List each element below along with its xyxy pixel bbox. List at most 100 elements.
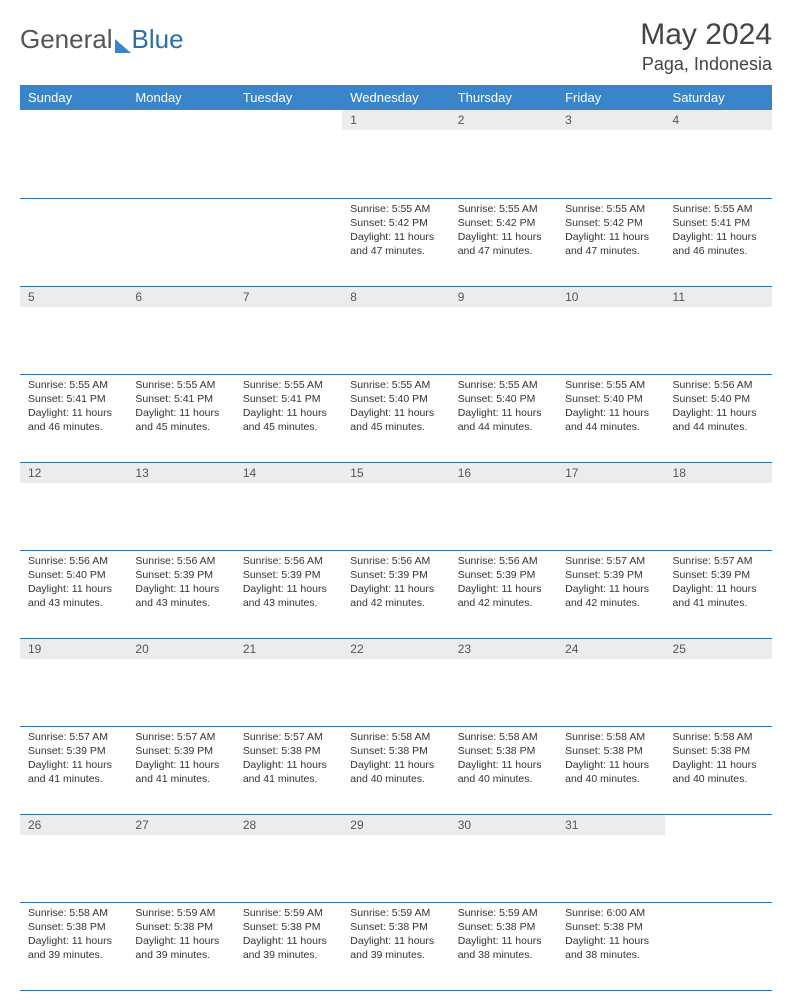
day-number: 11 <box>665 287 772 307</box>
cell-body: Sunrise: 5:57 AMSunset: 5:38 PMDaylight:… <box>235 727 342 793</box>
calendar-cell: Sunrise: 5:56 AMSunset: 5:39 PMDaylight:… <box>450 550 557 638</box>
day-number: 9 <box>450 287 557 307</box>
day-number: 24 <box>557 639 664 659</box>
brand-logo: GeneralBlue <box>20 18 184 55</box>
calendar-cell: Sunrise: 5:55 AMSunset: 5:41 PMDaylight:… <box>127 374 234 462</box>
month-title: May 2024 <box>640 18 772 52</box>
cell-body: Sunrise: 5:55 AMSunset: 5:41 PMDaylight:… <box>235 375 342 441</box>
day-number: 5 <box>20 287 127 307</box>
calendar-cell: Sunrise: 5:57 AMSunset: 5:39 PMDaylight:… <box>127 726 234 814</box>
cell-body: Sunrise: 6:00 AMSunset: 5:38 PMDaylight:… <box>557 903 664 969</box>
day-number: 15 <box>342 463 449 483</box>
calendar-cell: Sunrise: 5:58 AMSunset: 5:38 PMDaylight:… <box>450 726 557 814</box>
header: GeneralBlue May 2024 Paga, Indonesia <box>20 18 772 75</box>
cell-body: Sunrise: 5:57 AMSunset: 5:39 PMDaylight:… <box>665 551 772 617</box>
day-number: 20 <box>127 639 234 659</box>
cell-body: Sunrise: 5:55 AMSunset: 5:41 PMDaylight:… <box>20 375 127 441</box>
brand-triangle-icon <box>115 39 131 53</box>
calendar-cell <box>127 198 234 286</box>
calendar-cell: Sunrise: 5:55 AMSunset: 5:42 PMDaylight:… <box>557 198 664 286</box>
calendar-cell: Sunrise: 5:56 AMSunset: 5:39 PMDaylight:… <box>342 550 449 638</box>
cell-body: Sunrise: 5:58 AMSunset: 5:38 PMDaylight:… <box>20 903 127 969</box>
calendar-cell: Sunrise: 5:58 AMSunset: 5:38 PMDaylight:… <box>557 726 664 814</box>
cell-body: Sunrise: 5:55 AMSunset: 5:41 PMDaylight:… <box>665 199 772 265</box>
cell-body: Sunrise: 5:55 AMSunset: 5:41 PMDaylight:… <box>127 375 234 441</box>
calendar-cell: Sunrise: 5:56 AMSunset: 5:40 PMDaylight:… <box>665 374 772 462</box>
location-label: Paga, Indonesia <box>640 54 772 75</box>
cell-body: Sunrise: 5:58 AMSunset: 5:38 PMDaylight:… <box>557 727 664 793</box>
calendar-cell: Sunrise: 5:57 AMSunset: 5:39 PMDaylight:… <box>665 550 772 638</box>
day-header: Wednesday <box>342 85 449 110</box>
calendar-cell: Sunrise: 5:55 AMSunset: 5:41 PMDaylight:… <box>235 374 342 462</box>
cell-body: Sunrise: 5:56 AMSunset: 5:39 PMDaylight:… <box>342 551 449 617</box>
calendar-page: GeneralBlue May 2024 Paga, Indonesia Sun… <box>0 0 792 1001</box>
cell-body: Sunrise: 5:58 AMSunset: 5:38 PMDaylight:… <box>665 727 772 793</box>
calendar-body: 1234Sunrise: 5:55 AMSunset: 5:42 PMDayli… <box>20 110 772 990</box>
day-number: 26 <box>20 815 127 835</box>
cell-body: Sunrise: 5:57 AMSunset: 5:39 PMDaylight:… <box>20 727 127 793</box>
day-number: 28 <box>235 815 342 835</box>
day-header: Thursday <box>450 85 557 110</box>
day-number: 30 <box>450 815 557 835</box>
calendar-cell: Sunrise: 5:57 AMSunset: 5:38 PMDaylight:… <box>235 726 342 814</box>
calendar-cell: Sunrise: 5:57 AMSunset: 5:39 PMDaylight:… <box>20 726 127 814</box>
calendar-cell: Sunrise: 5:55 AMSunset: 5:41 PMDaylight:… <box>20 374 127 462</box>
calendar-head: SundayMondayTuesdayWednesdayThursdayFrid… <box>20 85 772 110</box>
day-number: 19 <box>20 639 127 659</box>
day-number: 1 <box>342 110 449 130</box>
calendar-cell: Sunrise: 5:55 AMSunset: 5:42 PMDaylight:… <box>342 198 449 286</box>
calendar-cell: Sunrise: 5:59 AMSunset: 5:38 PMDaylight:… <box>342 902 449 990</box>
cell-body: Sunrise: 5:58 AMSunset: 5:38 PMDaylight:… <box>450 727 557 793</box>
day-number <box>127 110 234 116</box>
day-number: 7 <box>235 287 342 307</box>
calendar-cell: Sunrise: 5:58 AMSunset: 5:38 PMDaylight:… <box>665 726 772 814</box>
day-number: 16 <box>450 463 557 483</box>
calendar-cell: Sunrise: 5:57 AMSunset: 5:39 PMDaylight:… <box>557 550 664 638</box>
calendar-cell: Sunrise: 5:56 AMSunset: 5:39 PMDaylight:… <box>235 550 342 638</box>
day-number: 21 <box>235 639 342 659</box>
calendar-cell <box>665 902 772 990</box>
cell-body: Sunrise: 5:56 AMSunset: 5:40 PMDaylight:… <box>665 375 772 441</box>
day-number: 29 <box>342 815 449 835</box>
cell-body: Sunrise: 5:57 AMSunset: 5:39 PMDaylight:… <box>557 551 664 617</box>
day-header: Friday <box>557 85 664 110</box>
cell-body: Sunrise: 5:59 AMSunset: 5:38 PMDaylight:… <box>342 903 449 969</box>
day-number <box>20 110 127 116</box>
calendar-cell: Sunrise: 5:55 AMSunset: 5:41 PMDaylight:… <box>665 198 772 286</box>
day-number: 22 <box>342 639 449 659</box>
cell-body: Sunrise: 5:55 AMSunset: 5:40 PMDaylight:… <box>342 375 449 441</box>
cell-body: Sunrise: 5:55 AMSunset: 5:42 PMDaylight:… <box>557 199 664 265</box>
day-number: 27 <box>127 815 234 835</box>
cell-body: Sunrise: 5:55 AMSunset: 5:42 PMDaylight:… <box>450 199 557 265</box>
day-number: 25 <box>665 639 772 659</box>
calendar-cell: Sunrise: 5:59 AMSunset: 5:38 PMDaylight:… <box>450 902 557 990</box>
cell-body: Sunrise: 5:56 AMSunset: 5:40 PMDaylight:… <box>20 551 127 617</box>
cell-body: Sunrise: 5:56 AMSunset: 5:39 PMDaylight:… <box>235 551 342 617</box>
calendar-cell: Sunrise: 5:55 AMSunset: 5:40 PMDaylight:… <box>450 374 557 462</box>
calendar-cell <box>235 198 342 286</box>
calendar-cell: Sunrise: 5:59 AMSunset: 5:38 PMDaylight:… <box>127 902 234 990</box>
cell-body: Sunrise: 5:59 AMSunset: 5:38 PMDaylight:… <box>235 903 342 969</box>
calendar-cell: Sunrise: 5:58 AMSunset: 5:38 PMDaylight:… <box>20 902 127 990</box>
brand-part2: Blue <box>132 24 184 55</box>
cell-body: Sunrise: 5:59 AMSunset: 5:38 PMDaylight:… <box>450 903 557 969</box>
day-number: 3 <box>557 110 664 130</box>
day-number: 4 <box>665 110 772 130</box>
day-number: 31 <box>557 815 664 835</box>
title-block: May 2024 Paga, Indonesia <box>640 18 772 75</box>
day-number: 18 <box>665 463 772 483</box>
cell-body: Sunrise: 5:57 AMSunset: 5:39 PMDaylight:… <box>127 727 234 793</box>
day-number: 17 <box>557 463 664 483</box>
day-number <box>235 110 342 116</box>
day-number: 14 <box>235 463 342 483</box>
calendar-cell <box>20 198 127 286</box>
day-number: 6 <box>127 287 234 307</box>
calendar-cell: Sunrise: 5:55 AMSunset: 5:40 PMDaylight:… <box>342 374 449 462</box>
calendar-cell: Sunrise: 5:56 AMSunset: 5:40 PMDaylight:… <box>20 550 127 638</box>
day-header: Tuesday <box>235 85 342 110</box>
day-number: 13 <box>127 463 234 483</box>
calendar-cell: Sunrise: 5:56 AMSunset: 5:39 PMDaylight:… <box>127 550 234 638</box>
day-header: Saturday <box>665 85 772 110</box>
cell-body: Sunrise: 5:55 AMSunset: 5:40 PMDaylight:… <box>450 375 557 441</box>
calendar-cell: Sunrise: 5:58 AMSunset: 5:38 PMDaylight:… <box>342 726 449 814</box>
